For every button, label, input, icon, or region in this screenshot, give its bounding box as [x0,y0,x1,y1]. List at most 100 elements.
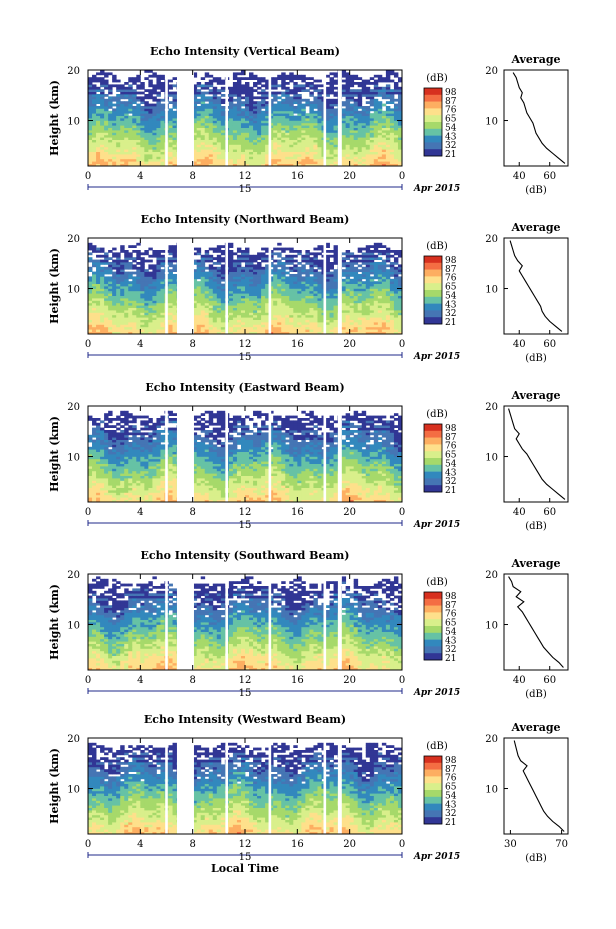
heatmap-cell [104,259,109,263]
heatmap-cell [168,252,173,256]
heatmap-cell [281,120,286,124]
heatmap-cell [140,331,145,334]
heatmap-cell [293,132,298,136]
heatmap-cell [104,254,109,258]
heatmap-cell [389,101,395,104]
heatmap-cell [152,151,157,155]
heatmap-cell [289,101,294,104]
heatmap-cell [281,82,286,85]
heatmap-cell [353,329,359,332]
heatmap-cell [245,84,250,88]
heatmap-cell [261,118,266,121]
heatmap-cell [269,82,274,85]
heatmap-cell [200,149,206,152]
heatmap-cell [253,302,258,306]
heatmap-cell [349,79,355,83]
heatmap-cell [152,319,157,323]
heatmap-cell [144,278,149,282]
heatmap-cell [100,130,105,133]
heatmap-cell [301,254,306,258]
heatmap-cell [220,98,226,102]
heatmap-cell [152,278,157,282]
heatmap-cell [317,266,322,270]
heatmap-cell [357,264,363,268]
heatmap-cell [269,91,274,95]
heatmap-cell [257,288,262,292]
heatmap-cell [148,154,153,157]
heatmap-cell [393,142,399,145]
heatmap-cell [293,329,298,332]
heatmap-cell [112,110,117,114]
heatmap-cell [353,74,359,78]
heatmap-cell [132,281,137,284]
heatmap-cell [273,158,278,162]
heatmap-cell [212,101,218,104]
heatmap-cell [232,274,238,277]
heatmap-cell [116,314,121,318]
heatmap-cell [148,127,153,131]
heatmap-cell [152,314,157,318]
heatmap-cell [377,110,383,114]
heatmap-cell [236,269,242,272]
heatmap-cell [285,98,290,102]
heatmap-cell [289,151,294,155]
heatmap-cell [373,137,379,140]
heatmap-cell [116,264,121,268]
heatmap-cell [305,154,310,157]
heatmap-cell [208,276,214,280]
heatmap-cell [297,322,302,325]
heatmap-cell [228,281,234,284]
heatmap-cell [313,101,318,104]
heatmap-cell [333,72,338,76]
heatmap-cell [317,106,322,109]
heatmap-cell [269,84,274,88]
heatmap-cell [269,276,274,280]
heatmap-cell [245,269,250,272]
heatmap-cell [120,286,125,289]
heatmap-cell [261,113,266,116]
heatmap-cell [104,122,109,126]
heatmap-cell [353,298,359,301]
heatmap-cell [341,146,347,150]
heatmap-cell [112,144,117,148]
heatmap-cell [281,137,286,140]
heatmap-cell [192,72,198,76]
heatmap-cell [253,319,258,323]
heatmap-cell [152,108,157,112]
heatmap-cell [269,319,274,323]
heatmap-cell [88,278,93,282]
heatmap-cell [152,329,157,332]
heatmap-cell [281,113,286,116]
heatmap-cell [204,158,210,162]
heatmap-cell [104,278,109,282]
heatmap-cell [377,130,383,133]
heatmap-cell [108,269,113,272]
heatmap-cell [265,266,270,270]
heatmap-cell [349,139,355,143]
heatmap-cell [293,130,298,133]
heatmap-cell [144,96,149,100]
heatmap-cell [232,158,238,162]
heatmap-cell [301,77,306,80]
heatmap-cell [257,300,262,304]
heatmap-cell [397,161,402,164]
heatmap-cell [160,274,165,277]
heatmap-cell [377,77,383,80]
heatmap-cell [216,120,222,124]
heatmap-cell [100,79,105,83]
heatmap-cell [96,259,101,263]
heatmap-cell [245,106,250,109]
heatmap-cell [345,130,351,133]
heatmap-cell [168,149,173,152]
heatmap-cell [104,310,109,313]
heatmap-cell [132,307,137,311]
heatmap-cell [289,113,294,116]
heatmap-cell [208,149,214,152]
x-tick-label: 16 [291,171,304,182]
heatmap-cell [325,269,330,272]
heatmap-cell [160,271,165,275]
heatmap-cell [212,310,218,313]
heatmap-cell [281,127,286,131]
heatmap-cell [196,106,202,109]
heatmap-cell [156,161,161,164]
